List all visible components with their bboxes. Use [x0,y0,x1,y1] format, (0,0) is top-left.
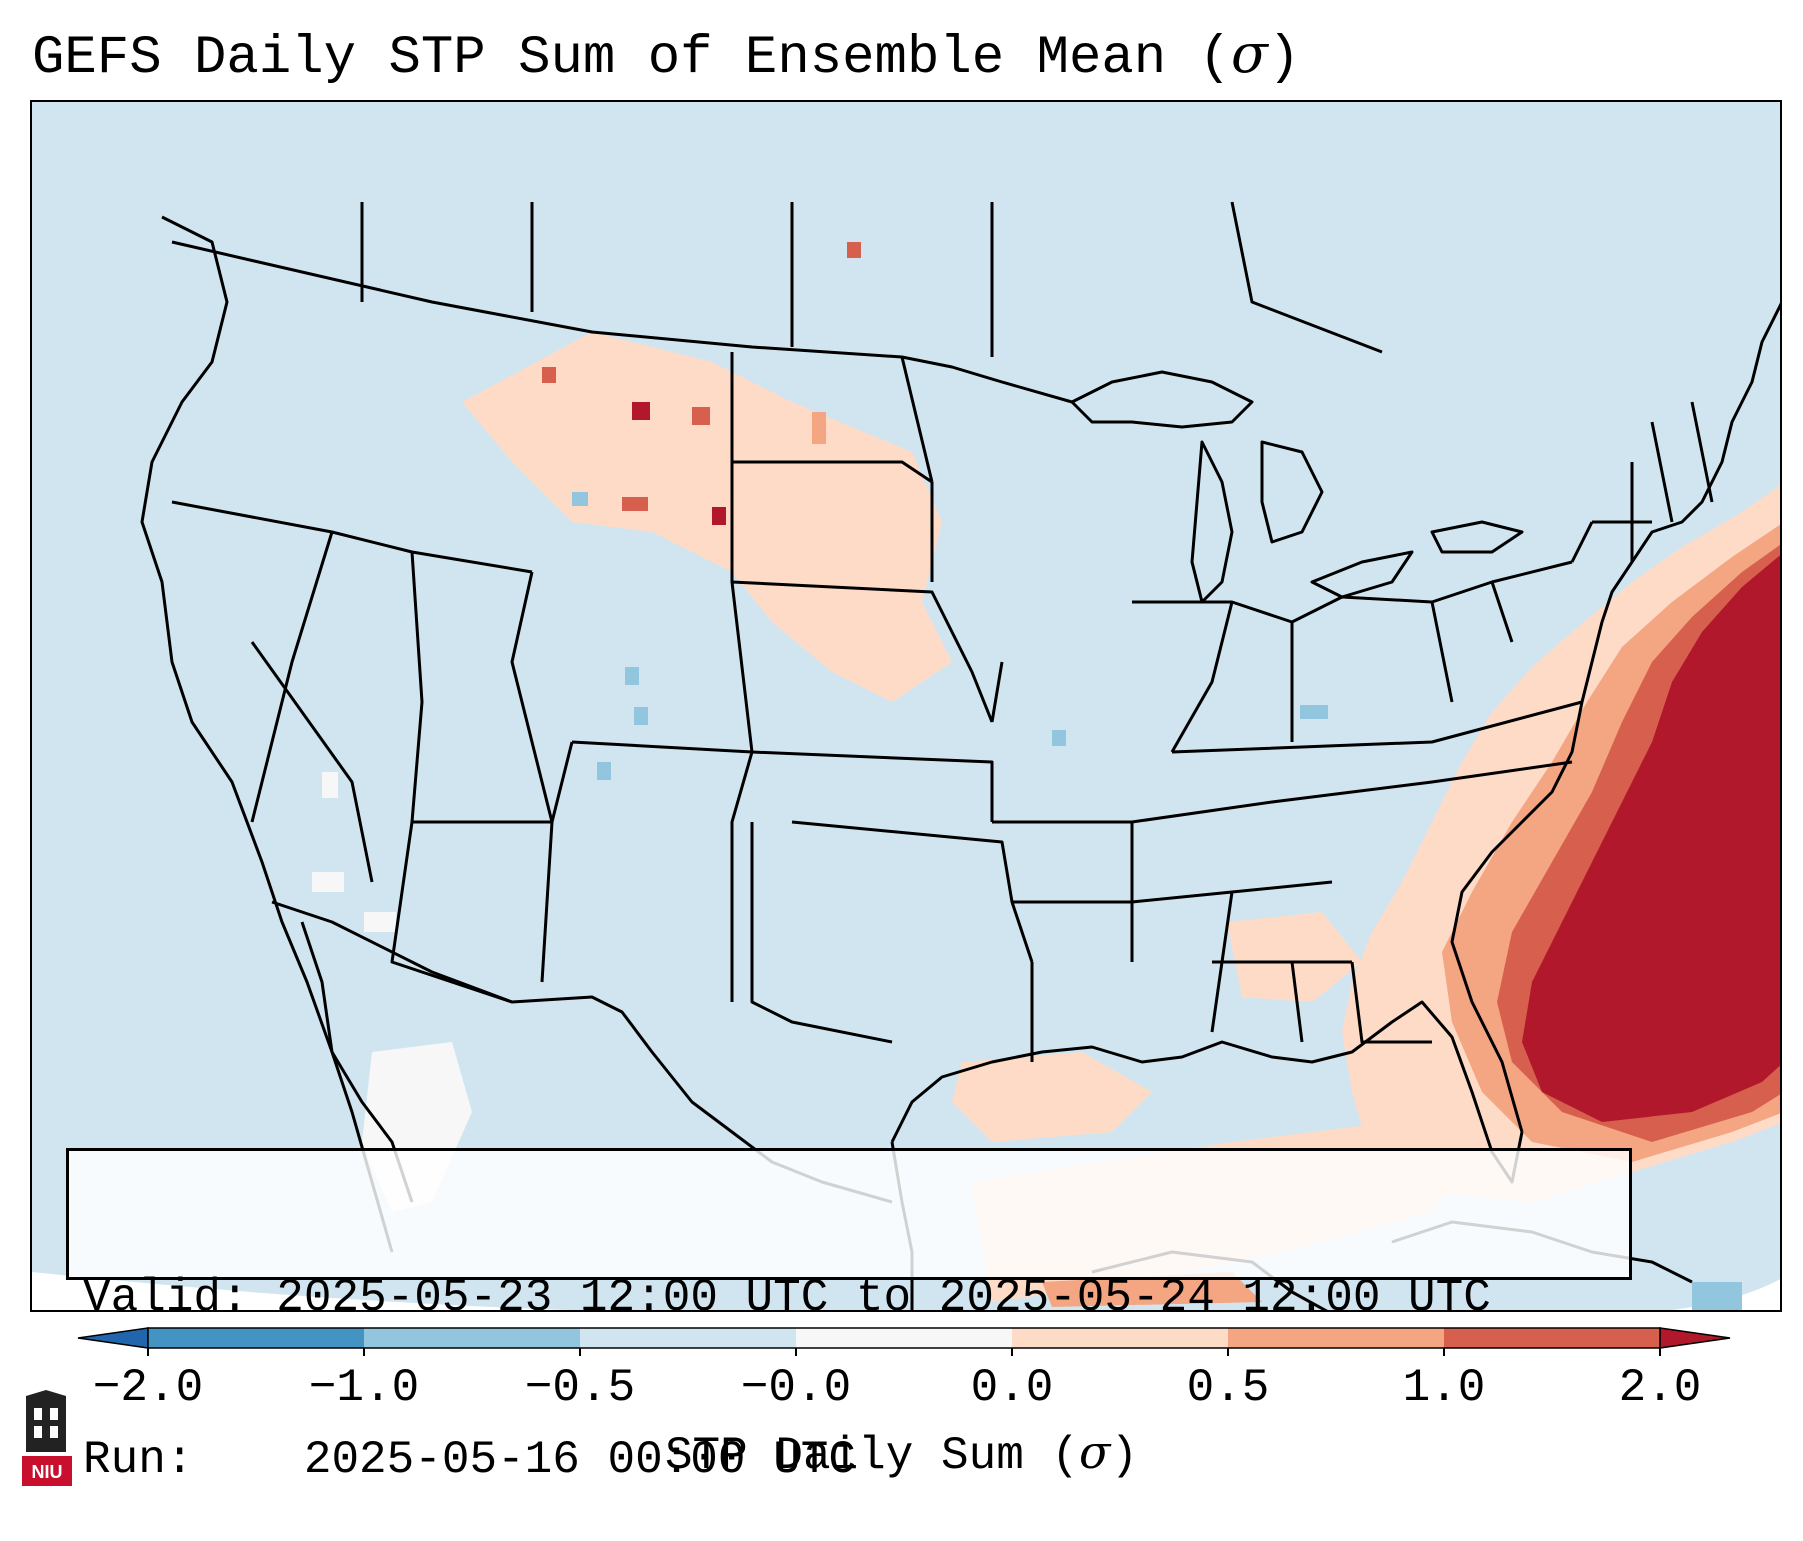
stp-region-plains [462,332,952,702]
colorbar-bin [1012,1328,1228,1348]
run-label: Run: [83,1434,194,1486]
state-lines-west [171,500,754,1004]
stp-cell [597,762,611,780]
coastline-east [1450,302,1780,1133]
colorbar-tick-label: 1.0 [1402,1362,1486,1414]
stp-region-darkred [1522,555,1780,1122]
colorbar-tick-label: −1.0 [308,1362,420,1414]
colorbar-tick-label: 0.5 [1186,1362,1270,1414]
great-lakes-michigan [1190,440,1234,604]
stp-cell [364,912,396,932]
stp-cell [322,772,338,798]
stp-cell [847,242,861,258]
valid-value: 2025-05-23 12:00 UTC to 2025-05-24 12:00… [276,1272,1491,1324]
stp-cell [572,492,588,506]
stp-cell [622,497,648,511]
colorbar-frame [147,1327,1661,1349]
colorbar-bin [364,1328,580,1348]
colorbar-bin [1228,1328,1444,1348]
stp-region-caribbean-mid [1042,1272,1262,1307]
coastline-gulf [890,1000,1524,1184]
colorbar-bin [1444,1328,1660,1348]
great-lakes-ontario [1430,520,1524,554]
state-lines-east [1131,401,1714,1044]
stp-cell [625,667,639,685]
niu-logo-windows [34,1408,58,1438]
niu-logo-text: NIU [32,1462,63,1482]
figure-title: GEFS Daily STP Sum of Ensemble Mean (σ) [32,22,1301,89]
stp-region-gulf [952,1052,1152,1142]
colorbar-label: STP Daily Sum (σ) [664,1425,1139,1482]
colorbar-tick-label: −0.0 [740,1362,852,1414]
great-lakes-erie [1310,550,1414,599]
colorbar [77,1327,1731,1356]
map-svg [32,102,1780,1310]
niu-logo: NIU [22,1390,72,1486]
stp-cell [812,412,826,444]
map-domain-corner [32,1272,567,1310]
stp-cell [1692,1282,1742,1310]
colorbar-bin [580,1328,796,1348]
map-domain-corner [1671,1279,1780,1310]
niu-logo-badge [22,1456,72,1486]
valid-label: Valid: [83,1272,249,1324]
valid-time-box: Valid: 2025-05-23 12:00 UTC to 2025-05-2… [66,1148,1632,1486]
colorbar-tick-label: −0.5 [524,1362,636,1414]
canada-province-lines [360,201,1383,357]
valid-row: Valid: 2025-05-23 12:00 UTC to 2025-05-2… [83,1271,1629,1325]
coastline-west [140,215,394,1253]
run-row: Run: 2025-05-16 00:00 UTC [83,1433,1629,1487]
map-panel[interactable] [30,100,1782,1312]
stp-cell [542,367,556,383]
colorbar-tick-label: −2.0 [92,1362,204,1414]
colorbar-bin [148,1328,364,1348]
us-canada-border [171,240,1073,404]
stp-cell [634,707,648,725]
stp-cell [312,872,344,892]
stp-cell [1300,705,1328,719]
run-value: 2025-05-16 00:00 UTC [303,1434,856,1486]
stp-cell [1052,730,1066,746]
great-lakes-superior [1070,370,1254,429]
stp-cell [632,402,650,420]
colorbar-tick-label: 0.0 [970,1362,1054,1414]
colorbar-tick-label: 2.0 [1618,1362,1702,1414]
stp-region-southeast [1227,912,1362,1002]
niu-logo-tower [26,1390,66,1452]
great-lakes-huron [1260,440,1324,544]
colorbar-bin [796,1328,1012,1348]
stp-cell [712,507,726,525]
stp-cell [692,407,710,425]
colorbar-extend-low [77,1327,149,1349]
colorbar-extend-high [1659,1327,1731,1349]
